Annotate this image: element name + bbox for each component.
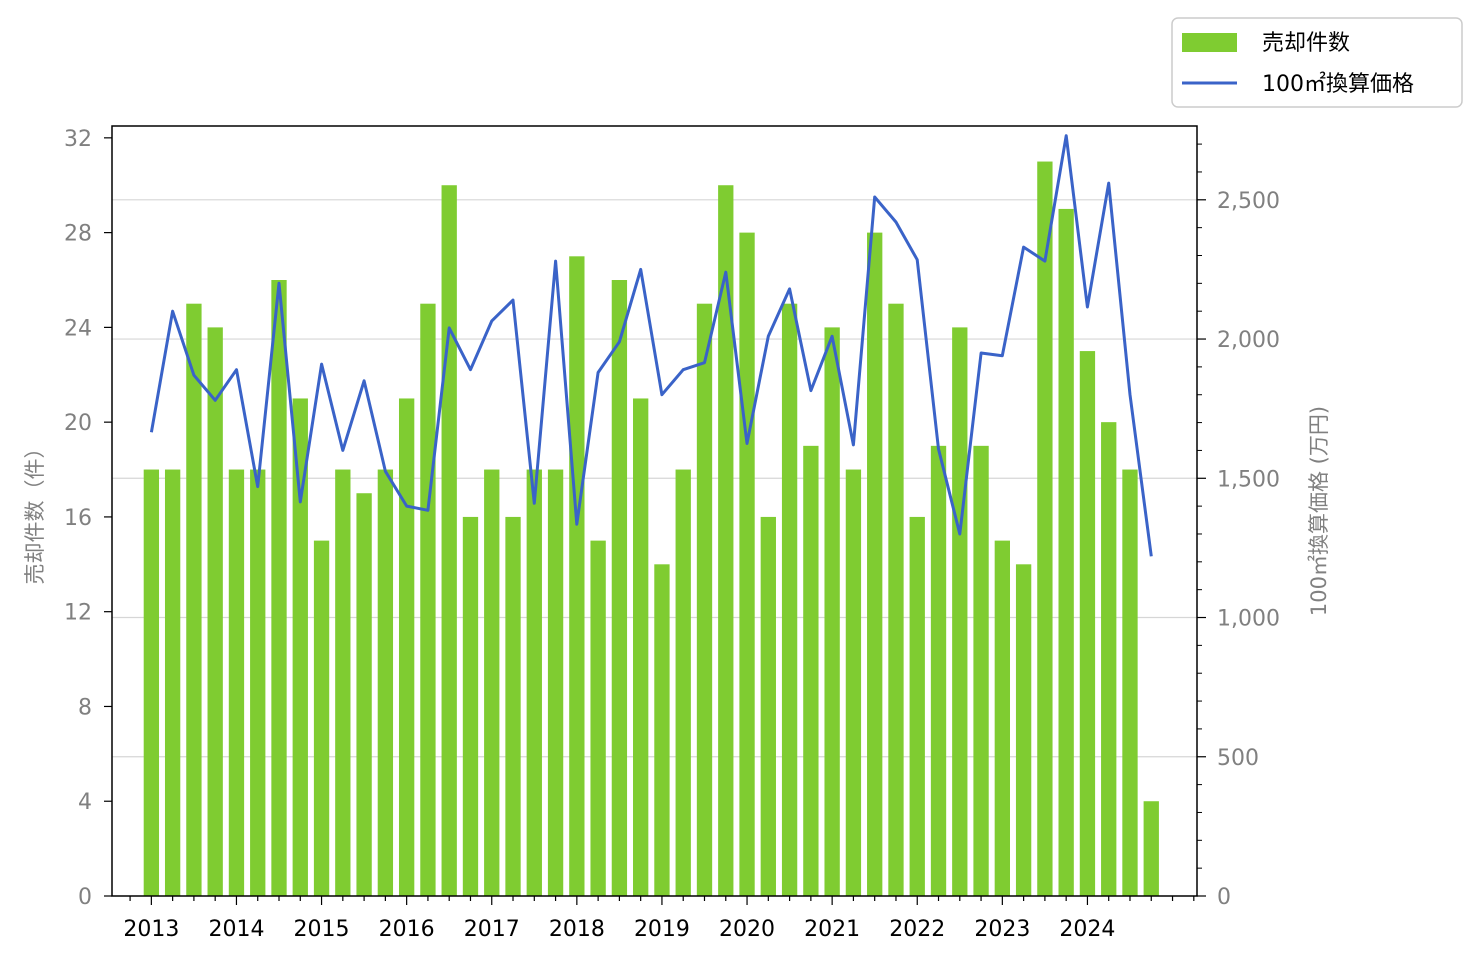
- y-right-tick-label: 2,500: [1217, 189, 1280, 214]
- legend-bar-swatch: [1182, 33, 1237, 52]
- plot-frame: [111, 125, 1198, 897]
- x-tick-label: 2022: [889, 917, 945, 942]
- y-left-tick-label: 20: [64, 411, 92, 436]
- bar: [909, 516, 925, 896]
- x-tick-label: 2021: [804, 917, 860, 942]
- y-axis-right-title: 100㎡換算価格 (万円): [1307, 406, 1331, 616]
- x-tick-label: 2019: [634, 917, 690, 942]
- x-axis: 2013 2014 2015 2016 2017 2018 2019 2020 2021 2022…: [123, 896, 1195, 942]
- bar: [484, 469, 500, 896]
- bar: [547, 469, 564, 896]
- x-tick-label: 2014: [208, 917, 264, 942]
- bar: [441, 185, 457, 896]
- y-axis-left-title: 売却件数（件）: [23, 438, 47, 585]
- x-tick-label: 2023: [974, 917, 1030, 942]
- bar: [930, 445, 947, 896]
- bar: [292, 398, 308, 896]
- y-left-tick-label: 28: [64, 222, 92, 247]
- x-tick-label: 2024: [1059, 917, 1115, 942]
- y-axis-right: 0 500 1,000 1,500 2,000 2,500: [1197, 143, 1280, 910]
- legend-label-sales-count: 売却件数: [1262, 31, 1350, 56]
- bar: [633, 398, 649, 896]
- bar: [398, 398, 415, 896]
- legend: 売却件数 100㎡換算価格: [1171, 17, 1463, 108]
- y-axis-left: 0 4 8 12 16 20 24 28 32: [64, 127, 112, 910]
- bar: [1122, 469, 1138, 896]
- x-tick-label: 2017: [464, 917, 520, 942]
- y-left-tick-label: 32: [64, 127, 92, 152]
- bar: [356, 493, 372, 896]
- x-tick-label: 2016: [379, 917, 435, 942]
- y-right-tick-label: 1,000: [1217, 607, 1280, 632]
- bar: [867, 232, 883, 897]
- x-tick-label: 2020: [719, 917, 775, 942]
- y-right-tick-label: 0: [1217, 885, 1231, 910]
- bar: [250, 469, 266, 896]
- y-right-tick-label: 500: [1217, 746, 1259, 771]
- x-tick-label: 2018: [549, 917, 605, 942]
- bar: [590, 540, 606, 896]
- bar: [739, 232, 755, 897]
- bar: [1079, 351, 1096, 897]
- bar: [1037, 161, 1053, 897]
- bar: [335, 469, 351, 896]
- y-left-tick-label: 16: [64, 506, 92, 531]
- line-series-price-per-100sqm: [149, 134, 1153, 557]
- bar: [845, 469, 862, 896]
- bar: [377, 469, 394, 896]
- bar: [781, 303, 798, 896]
- bar: [973, 445, 989, 896]
- y-left-tick-label: 0: [78, 885, 92, 910]
- bar: [313, 540, 330, 896]
- bar: [760, 516, 776, 896]
- bar: [462, 516, 479, 896]
- price-line: [149, 134, 1153, 557]
- bar: [675, 469, 691, 896]
- bar: [186, 303, 202, 896]
- bar: [228, 469, 245, 896]
- bar: [654, 564, 670, 896]
- bar: [505, 516, 521, 896]
- bar: [803, 445, 819, 896]
- bar: [888, 303, 904, 896]
- bar: [824, 327, 840, 896]
- bar: [1058, 208, 1074, 896]
- bar: [569, 256, 585, 896]
- bar: [271, 280, 287, 896]
- bar: [164, 469, 181, 896]
- bar: [994, 540, 1010, 896]
- legend-label-price: 100㎡換算価格: [1262, 71, 1414, 97]
- y-left-tick-label: 8: [78, 695, 92, 720]
- bar: [611, 280, 628, 896]
- bar: [1101, 422, 1117, 896]
- bar: [952, 327, 968, 896]
- y-right-tick-label: 1,500: [1217, 467, 1280, 492]
- legend-box: [1171, 17, 1463, 108]
- bar: [526, 469, 542, 896]
- x-tick-label: 2015: [294, 917, 350, 942]
- y-left-tick-label: 4: [78, 790, 92, 815]
- bar: [207, 327, 223, 896]
- x-tick-label: 2013: [123, 917, 179, 942]
- bar: [1143, 801, 1159, 896]
- bar: [143, 469, 160, 896]
- bar: [420, 303, 436, 896]
- bar-series-sales-count: [143, 161, 1159, 897]
- bar: [718, 185, 734, 896]
- y-left-tick-label: 24: [64, 316, 92, 341]
- y-left-tick-label: 12: [64, 601, 92, 626]
- y-right-tick-label: 2,000: [1217, 328, 1280, 353]
- bar: [696, 303, 713, 896]
- bar: [1015, 564, 1032, 896]
